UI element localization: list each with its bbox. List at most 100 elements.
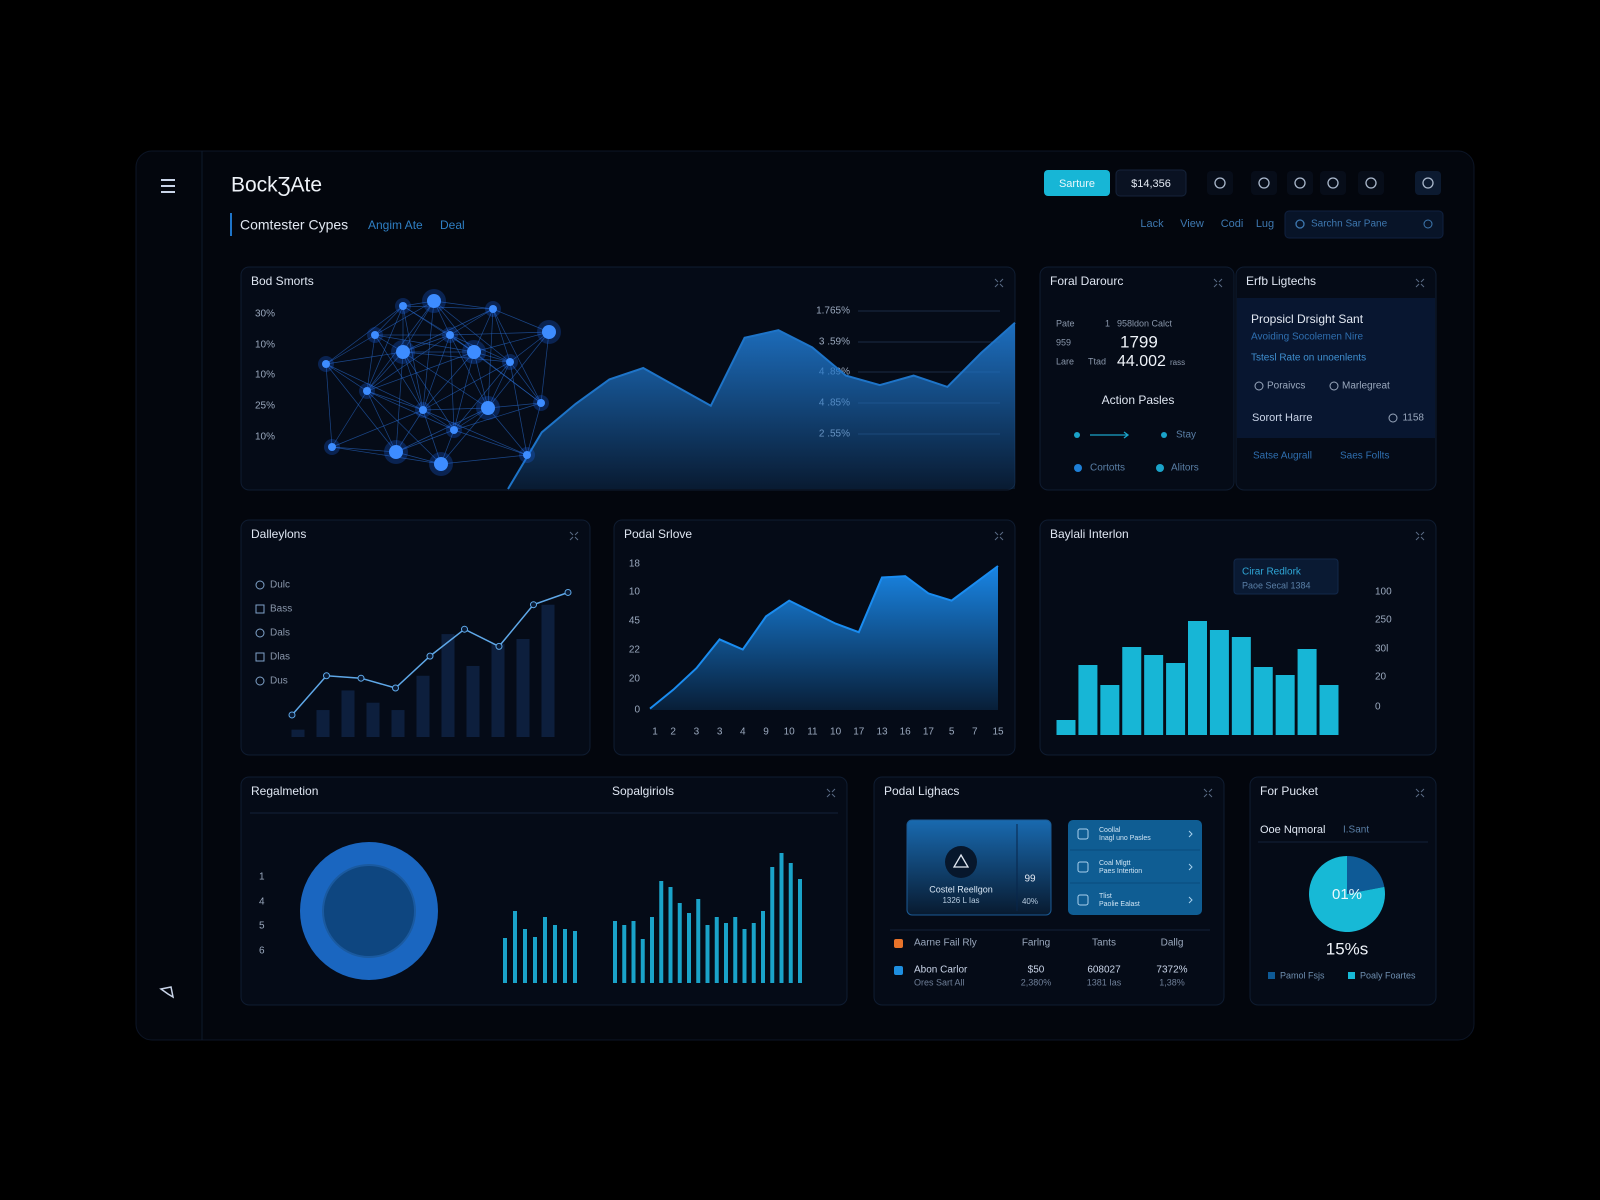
option[interactable]: Poraivcs: [1267, 381, 1305, 392]
legend-label: Pamol Fsjs: [1280, 970, 1325, 980]
legend-icon: [255, 652, 265, 662]
feature-card[interactable]: [906, 819, 1052, 916]
network-edge: [433, 300, 494, 310]
bar: [677, 903, 682, 983]
bar: [742, 929, 747, 983]
network-edge: [449, 334, 455, 431]
list-title[interactable]: Coal Mlgtt: [1099, 860, 1131, 867]
bar: [1144, 655, 1164, 735]
panel: [1039, 266, 1235, 491]
label: Ttad: [1088, 356, 1106, 366]
axis-label: 18: [629, 559, 641, 570]
expand-icon[interactable]: [826, 788, 836, 798]
toolbar-button[interactable]: [1320, 171, 1346, 195]
axis-label: 100: [1375, 587, 1392, 598]
network-edge: [473, 351, 542, 404]
tab[interactable]: Angim Ate: [368, 218, 423, 232]
nav-link[interactable]: Lug: [1256, 218, 1274, 230]
expand-icon[interactable]: [1213, 278, 1223, 288]
line-point: [288, 711, 296, 719]
tab[interactable]: Deal: [440, 218, 465, 232]
action-arrow: [1090, 431, 1130, 439]
axis-label: 22: [629, 645, 641, 656]
bar: [1188, 621, 1207, 735]
list-icon: [1077, 894, 1089, 906]
donut-hole: [322, 864, 416, 958]
legend-label: Dus: [270, 676, 288, 687]
expand-icon[interactable]: [1415, 278, 1425, 288]
network-edge: [366, 351, 475, 392]
option-icon: [1329, 381, 1339, 391]
toolbar-button[interactable]: [1415, 171, 1441, 195]
line-point: [495, 642, 503, 650]
option[interactable]: Marlegreat: [1342, 381, 1390, 392]
nav-link[interactable]: Codi: [1221, 218, 1244, 230]
network-edge: [422, 409, 528, 456]
list-text[interactable]: Paolie Ealast: [1099, 901, 1140, 908]
toolbar-button[interactable]: [1207, 171, 1233, 195]
network-node: [450, 426, 458, 434]
action[interactable]: Alitors: [1171, 463, 1199, 474]
toolbar-button[interactable]: [1358, 171, 1384, 195]
bar: [640, 939, 645, 983]
axis-label: 5: [259, 921, 265, 932]
toolbar-button[interactable]: [1287, 171, 1313, 195]
panel-title: Bod Smorts: [251, 274, 314, 288]
axis-label: 3 .59%: [819, 337, 850, 348]
list-text[interactable]: Paes Intertion: [1099, 868, 1142, 875]
search-placeholder: Sarchn Sar Pane: [1311, 219, 1388, 230]
search-box[interactable]: [1284, 210, 1444, 239]
action[interactable]: Cortotts: [1090, 463, 1125, 474]
bar: [1209, 630, 1229, 735]
bar: [724, 923, 728, 983]
network-edge: [487, 331, 550, 409]
expand-icon[interactable]: [1203, 788, 1213, 798]
primary-button[interactable]: [1044, 170, 1110, 196]
network-edge: [395, 409, 424, 453]
expand-icon[interactable]: [994, 278, 1004, 288]
toolbar-button[interactable]: [1251, 171, 1277, 195]
link[interactable]: Tstesl Rate on unoenlents: [1251, 353, 1366, 364]
network-edge: [422, 351, 475, 411]
amount-box: [1115, 169, 1187, 197]
label: 1326 L Ias: [942, 896, 979, 905]
axis-label: 25%: [255, 401, 275, 412]
bar: [1122, 647, 1142, 735]
bar: [733, 917, 738, 983]
network-edge: [331, 409, 424, 448]
table-cell: 1,38%: [1159, 977, 1185, 987]
sidebar-icon[interactable]: [159, 986, 175, 999]
tooltip-title: Cirar Redlork: [1242, 567, 1302, 578]
list-text[interactable]: Inagl uno Pasles: [1099, 835, 1151, 842]
x-tick-label: 13: [876, 727, 888, 738]
expand-icon[interactable]: [569, 531, 579, 541]
network-node: [481, 401, 495, 415]
bar: [541, 604, 555, 737]
bar: [659, 881, 664, 983]
nav-link[interactable]: Lack: [1140, 218, 1164, 230]
expand-icon[interactable]: [1415, 788, 1425, 798]
link[interactable]: Saes Follts: [1340, 451, 1389, 462]
list-title[interactable]: Tlist: [1099, 893, 1112, 900]
list-title[interactable]: Coollal: [1099, 827, 1121, 834]
button-label[interactable]: Sarture: [1059, 178, 1095, 190]
network-edge: [395, 429, 455, 453]
bar: [416, 675, 430, 737]
column-header: Tants: [1092, 938, 1116, 949]
legend-swatch: [1348, 972, 1355, 979]
network-edge: [402, 334, 451, 353]
expand-icon[interactable]: [994, 531, 1004, 541]
network-edge: [492, 308, 511, 363]
expand-icon[interactable]: [1415, 531, 1425, 541]
nav-link[interactable]: View: [1180, 218, 1204, 230]
network-edge: [473, 351, 489, 409]
action[interactable]: Stay: [1176, 430, 1196, 441]
network-edge: [402, 305, 424, 411]
bar: [1297, 649, 1317, 735]
search-icon: [1295, 219, 1305, 229]
x-tick-label: 1: [652, 727, 658, 738]
link[interactable]: Satse Augrall: [1253, 451, 1312, 462]
menu-icon[interactable]: [161, 179, 175, 193]
x-tick-label: 4: [740, 727, 746, 738]
